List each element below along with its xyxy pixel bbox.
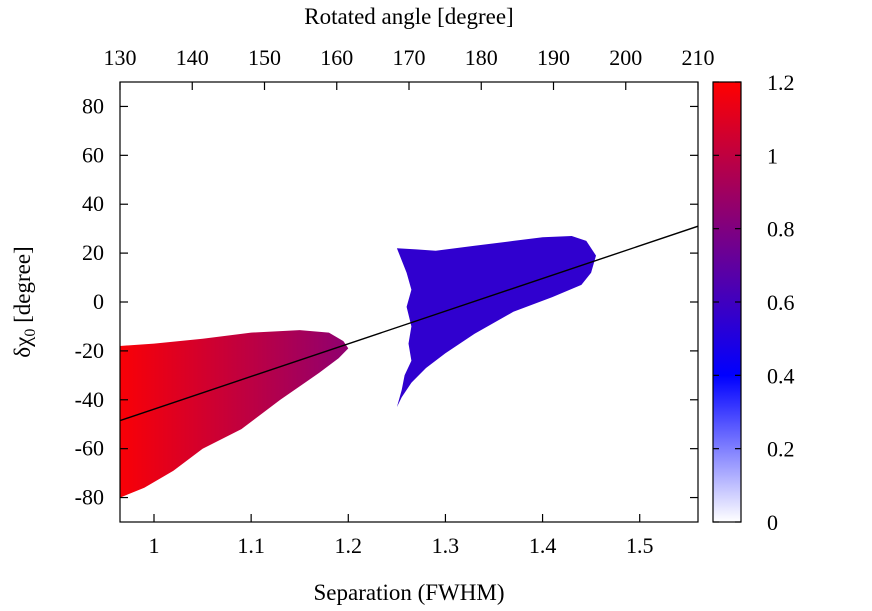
y-axis-title: δχ0 [degree] bbox=[10, 246, 39, 357]
x-tick-label: 1.1 bbox=[237, 533, 265, 558]
x2-tick-label: 170 bbox=[393, 45, 426, 70]
x2-tick-label: 200 bbox=[609, 45, 642, 70]
x2-tick-label: 210 bbox=[682, 45, 715, 70]
colorbar-tick-label: 1 bbox=[767, 143, 778, 168]
fit-line bbox=[120, 225, 698, 422]
y-tick-label: -20 bbox=[75, 338, 104, 363]
y-tick-label: 20 bbox=[82, 240, 104, 265]
x-tick-label: 1.3 bbox=[432, 533, 460, 558]
blue-region bbox=[396, 236, 596, 408]
y-axis-title-suffix: [degree] bbox=[10, 246, 35, 328]
fit-line-group bbox=[120, 225, 698, 422]
red-region bbox=[120, 330, 349, 498]
x-tick-label: 1.4 bbox=[529, 533, 557, 558]
x-axis-title: Separation (FWHM) bbox=[314, 580, 505, 605]
x2-tick-label: 190 bbox=[537, 45, 570, 70]
y-tick-label: -40 bbox=[75, 387, 104, 412]
colorbar-ticks: 0 0.2 0.4 0.6 0.8 1 1.2 bbox=[713, 70, 795, 535]
colorbar-tick-label: 0.4 bbox=[767, 363, 795, 388]
y-axis-title-main: δχ bbox=[10, 336, 35, 358]
x2-tick-label: 150 bbox=[248, 45, 281, 70]
x-tick-label: 1.2 bbox=[335, 533, 363, 558]
colorbar-tick-label: 1.2 bbox=[767, 70, 795, 95]
x2-tick-label: 140 bbox=[176, 45, 209, 70]
y-tick-label: -80 bbox=[75, 485, 104, 510]
colorbar-tick-label: 0.6 bbox=[767, 290, 795, 315]
colorbar-tick-label: 0.8 bbox=[767, 217, 795, 242]
y-tick-label: 0 bbox=[93, 289, 104, 314]
x2-axis-title: Rotated angle [degree] bbox=[304, 4, 513, 29]
x2-tick-label: 130 bbox=[104, 45, 137, 70]
x2-tick-label: 160 bbox=[320, 45, 353, 70]
heatmap-regions bbox=[120, 236, 596, 498]
y-tick-label: 60 bbox=[82, 142, 104, 167]
y-axis-title-sub: 0 bbox=[22, 329, 39, 337]
y-tick-label: 80 bbox=[82, 93, 104, 118]
x-tick-label: 1 bbox=[149, 533, 160, 558]
x2-tick-label: 180 bbox=[465, 45, 498, 70]
y-tick-label: 40 bbox=[82, 191, 104, 216]
colorbar-tick-label: 0 bbox=[767, 510, 778, 535]
x-tick-label: 1.5 bbox=[626, 533, 654, 558]
colorbar-tick-label: 0.2 bbox=[767, 437, 795, 462]
y-tick-label: -60 bbox=[75, 436, 104, 461]
